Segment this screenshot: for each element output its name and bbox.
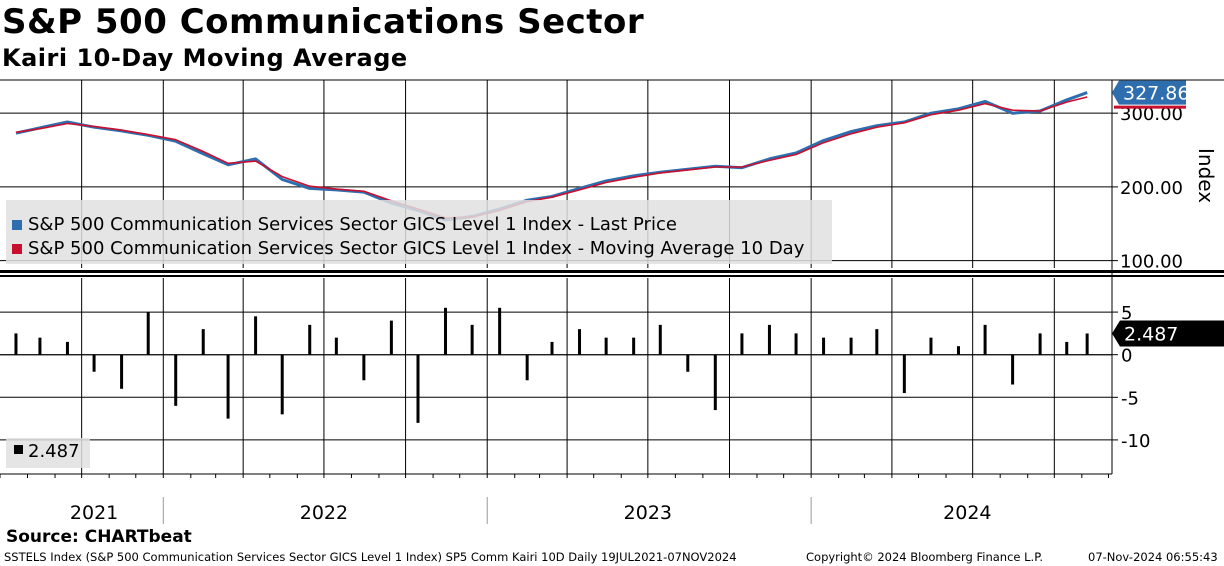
kairi-bar [146, 312, 150, 355]
x-tick-label: 2023 [624, 502, 672, 524]
chart-title: S&P 500 Communications Sector [2, 2, 645, 42]
kairi-bar [767, 324, 771, 355]
kairi-bar [174, 354, 178, 406]
kairi-bar [1085, 333, 1089, 355]
last-kairi-badge-label: 2.487 [1124, 324, 1178, 346]
kairi-bar [956, 346, 960, 355]
y-tick-label-bottom: 5 [1121, 303, 1132, 324]
kairi-bar [444, 307, 448, 355]
kairi-bar [794, 333, 798, 355]
kairi-bar [713, 354, 717, 411]
series-moving-average-line [15, 96, 1088, 219]
kairi-bar [226, 354, 230, 419]
kairi-bar [929, 337, 933, 355]
kairi-bar [254, 316, 258, 355]
legend-entry-last-price: S&P 500 Communication Services Sector GI… [12, 214, 677, 235]
y-tick-label-top: 200.00 [1120, 178, 1183, 199]
footer-timestamp: 07-Nov-2024 06:55:43 [1088, 550, 1218, 564]
source-note: Source: CHARTbeat [6, 527, 192, 547]
legend-entry-moving-average: S&P 500 Communication Services Sector GI… [12, 238, 804, 259]
footer-copyright: Copyright© 2024 Bloomberg Finance L.P. [806, 550, 1043, 564]
kairi-bar [822, 337, 826, 355]
kairi-bar [470, 324, 474, 355]
y-tick-label-bottom: -5 [1121, 388, 1139, 409]
legend-swatch-kairi [14, 444, 23, 454]
legend-label-kairi: 2.487 [28, 441, 80, 462]
chart-subtitle: Kairi 10-Day Moving Average [2, 44, 408, 72]
kairi-bar [658, 324, 662, 355]
last-kairi-badge [1112, 320, 1224, 347]
kairi-bar [1065, 341, 1069, 355]
kairi-legend: 2.487 [6, 438, 90, 468]
y-tick-label-bottom: -10 [1121, 431, 1150, 452]
panel-separator-2 [0, 275, 1224, 277]
y-tick-label-bottom: 0 [1121, 346, 1132, 367]
kairi-bar [201, 329, 205, 355]
kairi-bar [38, 337, 42, 355]
x-tick-label: 2022 [300, 502, 348, 524]
kairi-bar [14, 333, 18, 355]
last-price-badge-label: 327.86 [1123, 83, 1189, 105]
kairi-bar [1011, 354, 1015, 385]
legend-swatch-last-price [12, 220, 22, 230]
y-tick-label-top: 300.00 [1120, 104, 1183, 125]
kairi-bar [334, 337, 338, 355]
legend-label-last-price: S&P 500 Communication Services Sector GI… [28, 214, 677, 235]
kairi-bar [604, 337, 608, 355]
kairi-bar [120, 354, 124, 389]
kairi-bar [65, 341, 69, 355]
kairi-bar [632, 337, 636, 355]
x-tick-label: 2021 [70, 502, 118, 524]
legend-swatch-moving-average [12, 244, 22, 254]
kairi-bar [280, 354, 284, 415]
kairi-bar [389, 320, 393, 355]
last-price-badge [1112, 80, 1186, 105]
kairi-bar [849, 337, 853, 355]
y-axis-label: Index [1194, 148, 1218, 204]
kairi-bar [740, 333, 744, 355]
kairi-bar [902, 354, 906, 394]
kairi-bar [578, 329, 582, 355]
legend-label-moving-average: S&P 500 Communication Services Sector GI… [28, 238, 805, 259]
x-tick-label: 2024 [943, 502, 991, 524]
moving-average-badge [1114, 105, 1186, 109]
footer-description: SSTELS Index (S&P 500 Communication Serv… [4, 550, 737, 564]
kairi-bar [308, 324, 312, 355]
kairi-bar [983, 324, 987, 355]
kairi-bar [92, 354, 96, 372]
kairi-bar [1038, 333, 1042, 355]
kairi-bar [525, 354, 529, 381]
panel-separator [0, 270, 1224, 273]
kairi-bar [875, 329, 879, 355]
kairi-bar [686, 354, 690, 372]
kairi-bar [362, 354, 366, 381]
kairi-bar [416, 354, 420, 423]
price-legend: S&P 500 Communication Services Sector GI… [6, 200, 832, 264]
kairi-bar [550, 341, 554, 355]
kairi-bar [498, 307, 502, 355]
y-tick-label-top: 100.00 [1120, 252, 1183, 273]
